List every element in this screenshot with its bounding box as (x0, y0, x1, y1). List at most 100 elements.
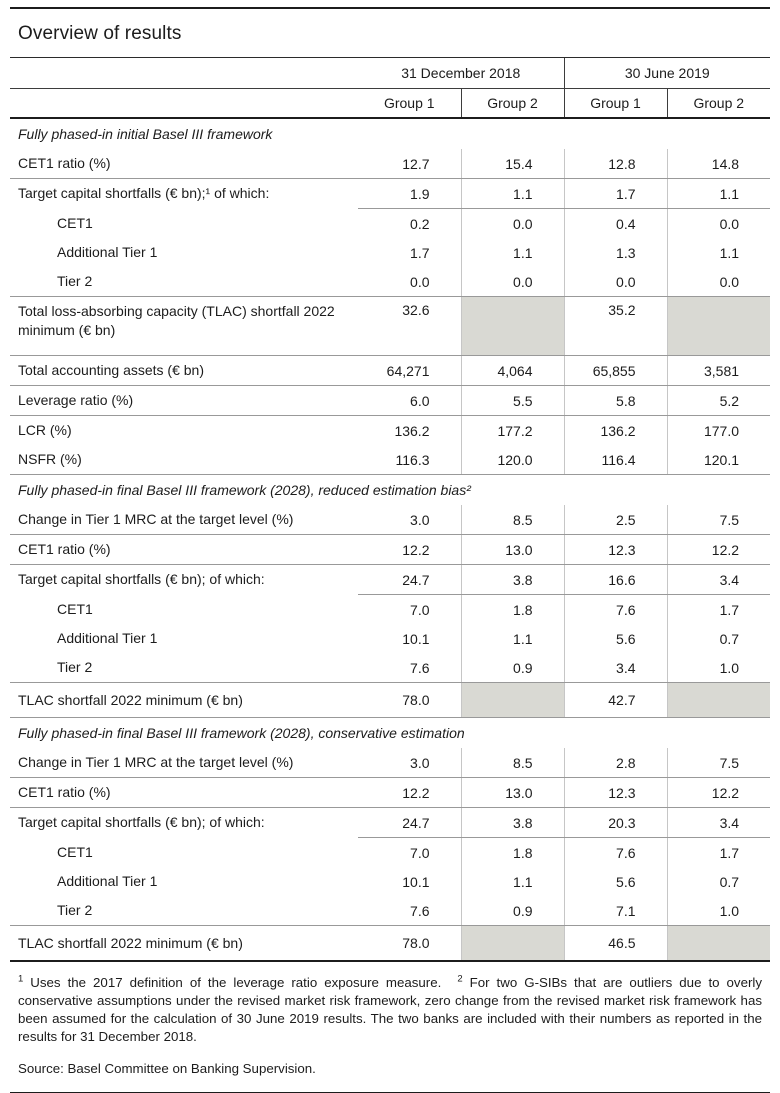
value-cell: 1.8 (460, 837, 565, 867)
value-cell: 13.0 (460, 534, 565, 565)
row-label: Tier 2 (10, 267, 358, 297)
value-cell: 1.1 (460, 867, 565, 896)
row-label: Additional Tier 1 (57, 630, 158, 647)
value-cell: 78.0 (358, 682, 461, 718)
row-label: Change in Tier 1 MRC at the target level… (10, 505, 358, 535)
table-row: TLAC shortfall 2022 minimum (€ bn) 78.0 42… (10, 682, 771, 718)
value-cell: 24.7 (358, 564, 461, 595)
value-cell: 0.0 (358, 267, 461, 297)
group-header-row: Group 1 Group 2 Group 1 Group 2 (10, 88, 771, 119)
value-cell: 1.3 (563, 238, 668, 267)
value-cell: 1.7 (563, 178, 668, 209)
value-cell: 7.0 (410, 601, 430, 618)
table-row: Total loss-absorbing capacity (TLAC) sho… (10, 296, 771, 356)
value-cell: 24.7 (358, 807, 461, 838)
value-cell: 20.3 (563, 807, 668, 838)
value-cell: 1.9 (358, 178, 461, 209)
value-cell: 7.5 (666, 505, 771, 535)
top-rule (10, 7, 770, 9)
value-cell: 42.7 (563, 682, 668, 718)
value-cell: 136.2 (563, 415, 668, 445)
value-cell: 3.8 (460, 564, 565, 595)
value-cell: 116.4 (563, 445, 668, 475)
value-cell: 6.0 (358, 385, 461, 416)
value-cell: 2.5 (563, 505, 668, 535)
value-cell: 15.4 (460, 149, 565, 179)
value-cell: 5.8 (563, 385, 668, 416)
value-cell: 16.6 (563, 564, 668, 595)
column-header-group1-2019: Group 1 (563, 88, 668, 119)
value-cell: 12.3 (563, 777, 668, 808)
value-cell: 1.7 (666, 837, 771, 867)
results-table-body: Fully phased-in initial Basel III framew… (10, 118, 771, 961)
row-label: CET1 (57, 600, 93, 617)
value-cell: 3.8 (460, 807, 565, 838)
row-label: CET1 ratio (%) (10, 777, 358, 808)
table-row: Leverage ratio (%) 6.0 5.5 5.8 5.2 (10, 385, 771, 416)
footnote: 2 For two G-SIBs that are outliers due t… (18, 973, 762, 1044)
value-cell: 0.7 (666, 867, 771, 896)
value-cell: 1.7 (410, 244, 430, 261)
value-cell: 1.1 (460, 238, 565, 267)
value-cell: 0.0 (460, 208, 565, 238)
value-cell: 2.8 (563, 748, 668, 778)
shaded-value-cell (460, 925, 565, 961)
row-label: Leverage ratio (%) (10, 385, 358, 416)
value-cell: 0.7 (666, 624, 771, 653)
table-row: Total accounting assets (€ bn) 64,271 4,06… (10, 355, 771, 386)
table-row: CET1 ratio (%) 12.2 13.0 12.3 12.2 (10, 534, 771, 565)
value-cell: 3.0 (358, 748, 461, 778)
title-block: Overview of results (10, 9, 770, 58)
row-label: Target capital shortfalls (€ bn); of whi… (18, 571, 265, 588)
value-cell: 12.2 (358, 777, 461, 808)
date-header-row: 31 December 2018 30 June 2019 (10, 58, 771, 89)
value-cell: 1.1 (666, 238, 771, 267)
table-row: Additional Tier 1 10.1 1.1 5.6 0.7 (10, 867, 771, 896)
value-cell: 177.2 (460, 415, 565, 445)
value-cell: 1.8 (460, 594, 565, 624)
value-cell: 5.6 (563, 867, 668, 896)
value-cell: 120.1 (666, 445, 771, 475)
table-row: CET1 7.0 1.8 7.6 1.7 (10, 837, 771, 867)
table-row: LCR (%) 136.2 177.2 136.2 177.0 (10, 415, 771, 445)
value-cell: 12.2 (358, 534, 461, 565)
table-row: CET1 0.2 0.0 0.4 0.0 (10, 208, 771, 238)
row-label: Additional Tier 1 (57, 244, 158, 261)
row-label: Change in Tier 1 MRC at the target level… (10, 748, 358, 778)
section-heading-row: Fully phased-in final Basel III framewor… (10, 475, 770, 506)
value-cell: 5.6 (563, 624, 668, 653)
value-cell: 46.5 (563, 925, 668, 961)
table-row: Additional Tier 1 10.1 1.1 5.6 0.7 (10, 624, 771, 653)
value-cell: 0.0 (563, 267, 668, 297)
header-corner-cell (10, 88, 358, 119)
value-cell: 5.5 (460, 385, 565, 416)
table-row: Change in Tier 1 MRC at the target level… (10, 505, 771, 535)
value-cell: 35.2 (563, 296, 668, 356)
value-cell: 136.2 (394, 422, 430, 439)
column-group-header-dec2018: 31 December 2018 (358, 58, 565, 89)
footnotes: 1 Uses the 2017 definition of the levera… (10, 974, 770, 1046)
row-label: NSFR (%) (10, 445, 358, 475)
value-cell: 13.0 (460, 777, 565, 808)
row-label: Tier 2 (10, 896, 358, 926)
table-row: CET1 ratio (%) 12.7 15.4 12.8 14.8 (10, 149, 771, 179)
table-row: Target capital shortfalls (€ bn);¹ of wh… (10, 178, 771, 209)
value-cell: 12.3 (563, 534, 668, 565)
value-cell: 3.0 (358, 505, 461, 535)
value-cell: 3.4 (563, 653, 668, 683)
column-group-header-jun2019: 30 June 2019 (563, 58, 771, 89)
value-cell: 1.0 (666, 653, 771, 683)
footnote-marker: 2 (457, 973, 463, 985)
row-label: Total loss-absorbing capacity (TLAC) sho… (10, 296, 358, 356)
value-cell: 0.9 (460, 653, 565, 683)
table-row: Tier 2 7.6 0.9 3.4 1.0 (10, 653, 771, 683)
table-row: Target capital shortfalls (€ bn); of whi… (10, 807, 771, 838)
table-row: TLAC shortfall 2022 minimum (€ bn) 78.0 46… (10, 925, 771, 961)
row-label: Total accounting assets (€ bn) (10, 355, 358, 386)
row-label: LCR (%) (18, 422, 72, 439)
page-title: Overview of results (18, 23, 182, 44)
value-cell: 7.6 (358, 653, 461, 683)
value-cell: 5.2 (666, 385, 771, 416)
value-cell: 12.7 (358, 149, 461, 179)
value-cell: 177.0 (666, 415, 771, 445)
